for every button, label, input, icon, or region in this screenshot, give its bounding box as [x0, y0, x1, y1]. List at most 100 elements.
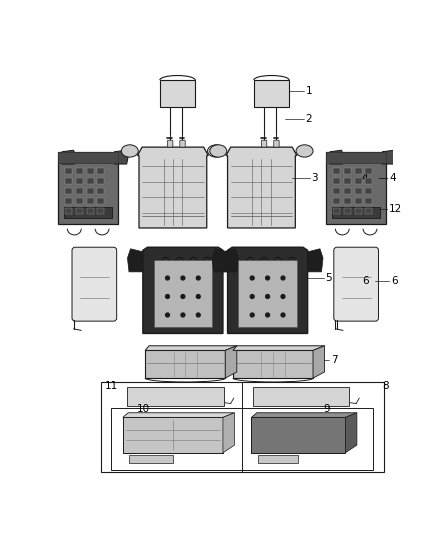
Bar: [65, 198, 72, 204]
Bar: [76, 168, 83, 174]
Text: 6: 6: [362, 276, 368, 286]
Polygon shape: [123, 413, 234, 417]
Bar: [76, 188, 83, 194]
Polygon shape: [212, 249, 228, 272]
Bar: [97, 168, 104, 174]
Circle shape: [181, 276, 185, 280]
Bar: [365, 188, 372, 194]
Polygon shape: [251, 413, 357, 417]
Bar: [111, 408, 373, 470]
Bar: [87, 198, 94, 204]
Bar: [355, 178, 361, 184]
Polygon shape: [307, 249, 323, 272]
Polygon shape: [313, 346, 325, 378]
Circle shape: [250, 295, 254, 298]
Text: 4: 4: [389, 173, 396, 183]
Circle shape: [266, 276, 269, 280]
Circle shape: [196, 276, 200, 280]
Text: 6: 6: [391, 276, 397, 286]
Text: 4: 4: [362, 173, 368, 183]
Polygon shape: [233, 346, 325, 350]
Bar: [355, 188, 361, 194]
Polygon shape: [123, 417, 223, 453]
Bar: [97, 198, 104, 204]
Bar: [253, 387, 349, 406]
FancyBboxPatch shape: [261, 140, 267, 147]
Circle shape: [196, 295, 200, 298]
Ellipse shape: [296, 145, 313, 157]
Polygon shape: [160, 80, 195, 107]
Bar: [129, 455, 173, 463]
FancyBboxPatch shape: [180, 140, 185, 147]
Bar: [97, 188, 104, 194]
Polygon shape: [145, 346, 237, 350]
Bar: [65, 208, 72, 214]
Polygon shape: [238, 260, 297, 327]
Polygon shape: [251, 417, 346, 453]
FancyBboxPatch shape: [167, 140, 173, 147]
Text: 11: 11: [104, 381, 118, 391]
Polygon shape: [143, 247, 223, 334]
Bar: [333, 208, 340, 214]
Circle shape: [166, 276, 170, 280]
Text: 7: 7: [331, 356, 337, 366]
Bar: [258, 455, 298, 463]
Text: 9: 9: [324, 404, 330, 414]
Polygon shape: [254, 80, 289, 107]
Bar: [76, 198, 83, 204]
Bar: [365, 208, 372, 214]
Bar: [344, 208, 351, 214]
Bar: [100, 382, 384, 472]
Bar: [65, 168, 72, 174]
Ellipse shape: [210, 145, 227, 157]
Bar: [97, 208, 104, 214]
Polygon shape: [58, 152, 118, 224]
Polygon shape: [226, 147, 297, 228]
Text: 2: 2: [305, 115, 312, 124]
Bar: [365, 198, 372, 204]
Circle shape: [196, 313, 200, 317]
Ellipse shape: [208, 145, 224, 157]
Circle shape: [250, 276, 254, 280]
Bar: [65, 178, 72, 184]
Polygon shape: [58, 152, 118, 163]
Polygon shape: [225, 346, 237, 378]
Bar: [87, 188, 94, 194]
Text: 3: 3: [311, 173, 318, 183]
Text: 10: 10: [137, 404, 150, 414]
Polygon shape: [346, 413, 357, 453]
Bar: [355, 208, 361, 214]
Polygon shape: [64, 207, 112, 218]
Polygon shape: [114, 150, 128, 164]
Circle shape: [181, 313, 185, 317]
Text: 12: 12: [389, 204, 403, 214]
Polygon shape: [326, 152, 386, 224]
Circle shape: [266, 295, 269, 298]
Circle shape: [166, 313, 170, 317]
Polygon shape: [138, 147, 208, 228]
Ellipse shape: [121, 145, 138, 157]
Polygon shape: [154, 260, 212, 327]
Polygon shape: [332, 207, 380, 218]
Circle shape: [281, 276, 285, 280]
Circle shape: [281, 295, 285, 298]
Polygon shape: [382, 150, 396, 164]
Bar: [87, 208, 94, 214]
Text: 5: 5: [325, 273, 332, 283]
Bar: [355, 198, 361, 204]
Bar: [333, 188, 340, 194]
Circle shape: [250, 313, 254, 317]
Circle shape: [266, 313, 269, 317]
FancyBboxPatch shape: [274, 140, 279, 147]
Bar: [127, 387, 224, 406]
Bar: [344, 188, 351, 194]
Bar: [87, 178, 94, 184]
Polygon shape: [145, 350, 225, 378]
Polygon shape: [326, 152, 386, 163]
Bar: [365, 178, 372, 184]
Polygon shape: [330, 150, 344, 164]
Bar: [344, 198, 351, 204]
Polygon shape: [62, 150, 76, 164]
Bar: [76, 208, 83, 214]
Bar: [365, 168, 372, 174]
